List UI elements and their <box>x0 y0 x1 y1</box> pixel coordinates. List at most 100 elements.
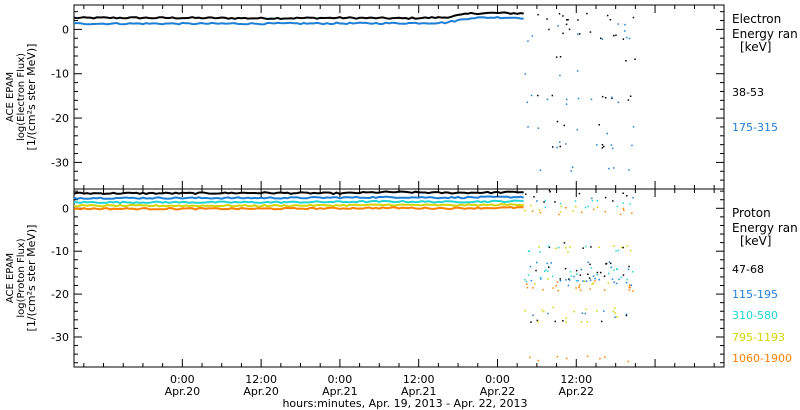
data-point <box>588 277 591 279</box>
data-point <box>559 280 562 282</box>
data-point <box>626 195 628 197</box>
data-point <box>565 321 567 324</box>
data-point <box>577 19 579 21</box>
data-point <box>599 357 601 360</box>
data-point <box>632 16 635 19</box>
data-point <box>589 279 592 281</box>
data-point <box>632 271 634 273</box>
y-axis-label-line: [1/(cm²s ster MeV)] <box>25 44 38 151</box>
data-point <box>596 273 598 276</box>
legend-entry: 1060-1900 <box>732 352 792 365</box>
data-point <box>558 246 560 249</box>
data-point <box>608 261 611 263</box>
data-point <box>536 319 539 322</box>
data-point <box>628 289 631 291</box>
data-point <box>627 360 630 363</box>
data-point <box>551 94 554 97</box>
series-line <box>73 205 524 211</box>
data-point <box>559 56 562 58</box>
series-line <box>74 15 524 26</box>
data-point <box>557 289 559 292</box>
data-point <box>589 31 592 33</box>
data-point <box>560 205 563 208</box>
data-point <box>566 357 568 360</box>
data-point <box>546 98 549 101</box>
data-point <box>568 279 571 281</box>
data-point <box>575 287 577 289</box>
data-point <box>604 196 607 199</box>
data-point <box>603 310 605 312</box>
data-point <box>623 209 625 211</box>
data-point <box>559 141 561 143</box>
data-point <box>594 277 596 280</box>
data-point <box>619 213 622 216</box>
data-point <box>537 13 539 16</box>
data-point <box>547 312 549 315</box>
series-line <box>73 195 524 200</box>
data-point <box>622 246 624 249</box>
series-line <box>73 203 524 208</box>
data-point <box>578 286 580 289</box>
data-point <box>616 205 619 208</box>
data-point <box>548 189 551 192</box>
y-tick-label: 0 <box>62 202 69 215</box>
legend-title-line: [keV] <box>740 40 771 54</box>
data-point <box>541 309 544 312</box>
data-point <box>584 312 587 315</box>
y-axis-label-line: log(Proton Flux) <box>16 238 27 317</box>
data-point <box>631 144 633 147</box>
data-point <box>565 103 568 105</box>
data-point <box>525 283 528 286</box>
data-point <box>592 208 595 211</box>
data-point <box>585 280 588 282</box>
data-point <box>579 289 582 291</box>
data-point <box>563 124 565 127</box>
data-point <box>632 290 634 292</box>
data-point <box>601 38 604 40</box>
x-tick-time: 12:00 <box>560 373 592 386</box>
data-point <box>568 278 570 280</box>
data-point <box>585 245 587 248</box>
data-point <box>613 34 615 37</box>
data-point <box>625 60 627 62</box>
data-point <box>563 242 566 244</box>
data-point <box>524 209 526 212</box>
data-point <box>632 126 635 128</box>
y-axis-label-line: [1/(cm²s ster MeV)] <box>25 225 38 332</box>
data-point <box>527 40 529 42</box>
data-point <box>534 283 536 285</box>
data-point <box>589 263 591 266</box>
data-point <box>611 96 613 99</box>
x-axis-label: hours:minutes, Apr. 19, 2013 - Apr. 22, … <box>282 397 527 410</box>
data-point <box>630 249 632 252</box>
data-point <box>550 262 552 264</box>
data-point <box>591 199 594 202</box>
x-tick-time: 0:00 <box>170 373 195 386</box>
legend-entry: 38-53 <box>732 86 764 99</box>
data-point <box>524 73 526 75</box>
data-point <box>552 287 554 289</box>
data-point <box>532 287 534 289</box>
data-point <box>537 320 539 323</box>
data-point <box>540 278 542 280</box>
data-point <box>585 308 587 311</box>
y-tick-label: -20 <box>51 288 69 301</box>
data-point <box>539 276 542 279</box>
y-tick-label: -10 <box>51 68 69 81</box>
data-point <box>626 278 628 281</box>
data-point <box>611 147 614 150</box>
data-point <box>604 356 606 358</box>
electron-flux-panel: 0 -10 -20 -30 ACE EPAM log(Electron Flux)[1/(… <box>5 4 798 190</box>
legend-title-line: Energy ran <box>732 27 798 41</box>
data-point <box>554 320 556 323</box>
y-tick-label: -20 <box>51 112 69 125</box>
data-point <box>544 206 547 209</box>
data-point <box>576 70 579 72</box>
data-point <box>581 211 583 214</box>
data-point <box>613 245 615 247</box>
data-point <box>530 204 532 207</box>
data-point <box>590 98 593 101</box>
data-point <box>598 278 600 281</box>
data-point <box>555 285 558 287</box>
data-point <box>530 279 533 282</box>
